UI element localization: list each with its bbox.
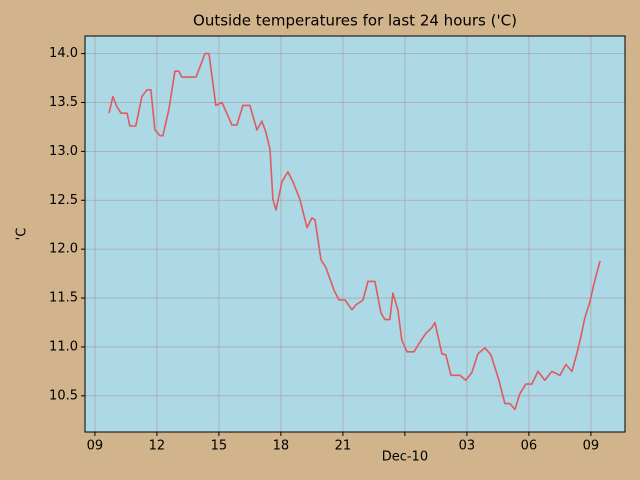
y-axis-label: 'C bbox=[15, 228, 30, 241]
y-tick-label: 14.0 bbox=[49, 46, 78, 61]
plot-area bbox=[85, 36, 625, 432]
y-tick-label: 12.5 bbox=[49, 193, 78, 208]
temperature-line bbox=[108, 52, 601, 411]
x-tick-label: 12 bbox=[149, 439, 166, 454]
x-tick-label: 09 bbox=[87, 439, 104, 454]
x-tick-label: 06 bbox=[521, 439, 538, 454]
y-tick-label: 13.5 bbox=[49, 95, 78, 110]
y-tick-label: 11.0 bbox=[49, 339, 78, 354]
x-tick-label: 15 bbox=[211, 439, 228, 454]
marks bbox=[108, 52, 601, 411]
x-tick-label: 09 bbox=[583, 439, 600, 454]
y-tick-label: 13.0 bbox=[49, 144, 78, 159]
y-tick-label: 10.5 bbox=[49, 388, 78, 403]
x-tick-label: 18 bbox=[273, 439, 290, 454]
plot-frame bbox=[84, 35, 626, 433]
grid bbox=[85, 36, 625, 432]
x-tick-label: Dec-10 bbox=[382, 450, 428, 465]
chart-title: Outside temperatures for last 24 hours (… bbox=[193, 12, 517, 30]
x-tick-label: 21 bbox=[335, 439, 352, 454]
y-tick-label: 11.5 bbox=[49, 291, 78, 306]
y-tick-label: 12.0 bbox=[49, 242, 78, 257]
x-tick-label: 03 bbox=[459, 439, 476, 454]
